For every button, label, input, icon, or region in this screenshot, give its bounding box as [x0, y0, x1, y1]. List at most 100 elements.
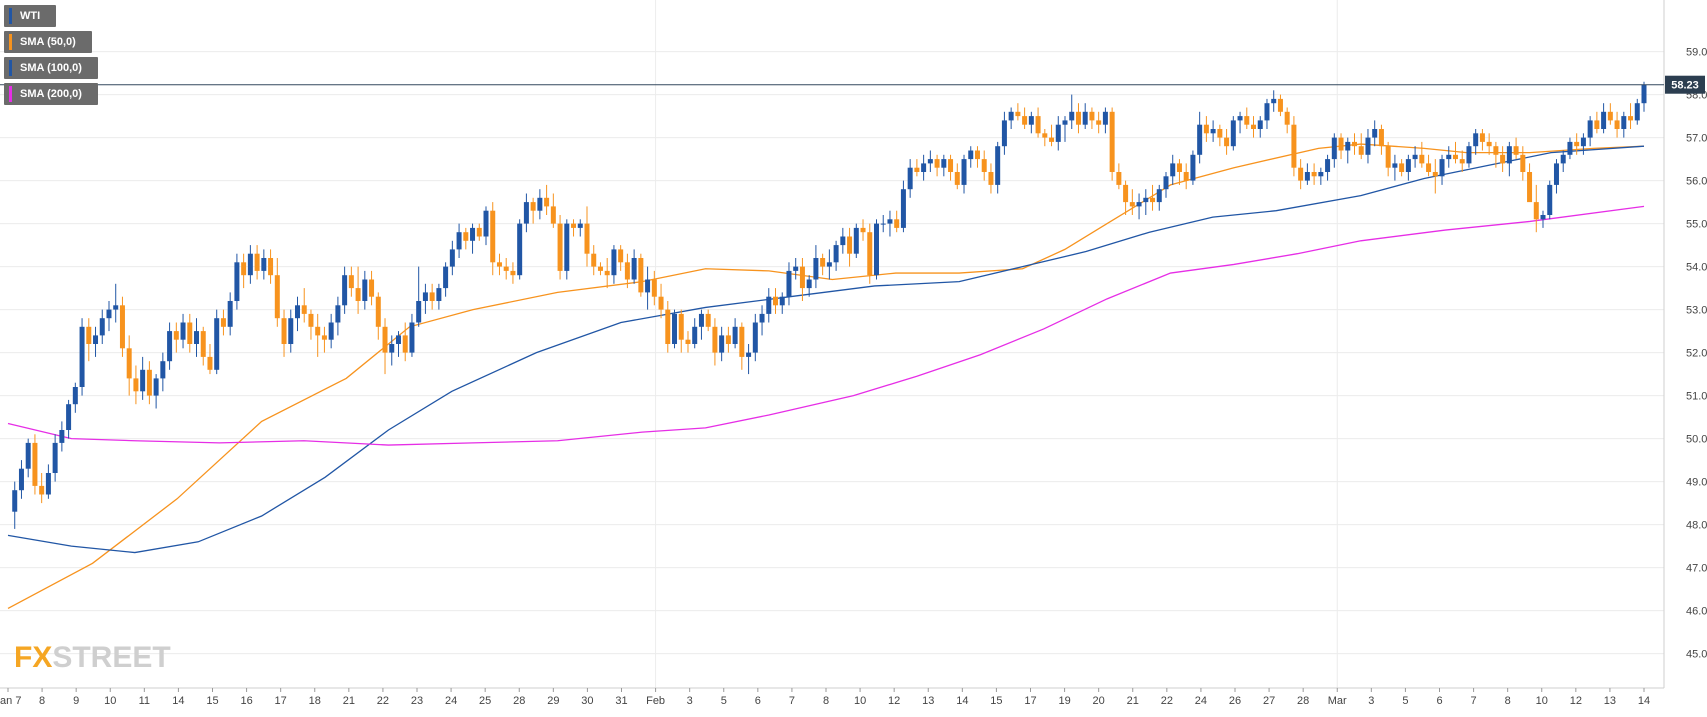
candle: [1008, 107, 1014, 129]
x-tick-label: 19: [1058, 695, 1070, 707]
candle-body: [894, 219, 900, 228]
candle-body: [793, 266, 799, 271]
y-tick-label: 45.00: [1686, 649, 1707, 661]
candle-body: [907, 167, 913, 190]
candle-body: [725, 335, 731, 344]
candle: [369, 270, 375, 306]
legend-swatch-sma-200: [9, 86, 12, 102]
candle: [12, 481, 18, 529]
candle-body: [678, 313, 684, 340]
candle-body: [988, 172, 994, 185]
candle: [1284, 107, 1290, 134]
candle-body: [167, 331, 173, 362]
candle-body: [1163, 176, 1169, 190]
candle: [665, 301, 671, 353]
candle-body: [1466, 146, 1472, 164]
candle: [705, 309, 711, 332]
candle: [268, 249, 274, 284]
candle: [550, 193, 556, 228]
candle-body: [1089, 111, 1095, 121]
candle: [422, 283, 428, 314]
y-tick-label: 51.00: [1686, 391, 1707, 403]
candle-body: [1008, 111, 1014, 121]
candle: [1540, 210, 1546, 228]
candle-body: [1035, 116, 1041, 134]
candle-body: [1123, 184, 1129, 203]
candle: [463, 227, 469, 250]
candle: [288, 309, 294, 353]
candle: [894, 210, 900, 233]
candle-body: [1560, 154, 1566, 164]
candle: [981, 150, 987, 181]
candle: [995, 141, 1001, 194]
candle-body: [806, 279, 812, 289]
x-tick-label: 10: [1536, 695, 1548, 707]
candle-body: [1473, 133, 1479, 147]
candle: [1257, 116, 1263, 138]
candle: [1210, 120, 1216, 142]
candle: [672, 309, 678, 349]
candle: [1015, 103, 1021, 121]
candle-body: [288, 318, 294, 344]
sma-line-1: [7, 145, 1645, 554]
candle: [389, 335, 395, 366]
candle-body: [840, 236, 846, 246]
candle-body: [214, 318, 220, 370]
candle-body: [429, 292, 435, 301]
candle-body: [1547, 184, 1553, 215]
candle-body: [631, 258, 637, 280]
candle-body: [746, 352, 752, 357]
candle: [1358, 133, 1364, 160]
candle-body: [1331, 137, 1337, 160]
legend-sma-100-label: SMA (100,0): [20, 62, 82, 74]
candle-body: [1614, 120, 1620, 129]
candle-body: [550, 206, 556, 224]
candle: [402, 322, 408, 362]
candle: [52, 434, 58, 482]
candle-body: [1062, 120, 1068, 125]
legend-wti[interactable]: WTI: [4, 5, 56, 27]
legend-sma-200[interactable]: SMA (200,0): [4, 83, 98, 105]
candle: [200, 326, 206, 366]
candle: [954, 163, 960, 190]
candle-body: [530, 202, 536, 211]
candle-body: [692, 326, 698, 344]
x-tick-label: 3: [687, 695, 693, 707]
candle-body: [1621, 116, 1627, 129]
x-tick-label: 11: [139, 695, 150, 707]
legend-sma-100[interactable]: SMA (100,0): [4, 57, 98, 79]
candle: [1466, 141, 1472, 168]
candle-body: [1244, 116, 1250, 125]
candle-body: [954, 172, 960, 185]
candle: [597, 262, 603, 276]
x-tick-label: 8: [823, 695, 829, 707]
candle: [746, 344, 752, 375]
legend-sma-50-label: SMA (50,0): [20, 36, 76, 48]
candle: [1203, 116, 1209, 142]
candle-body: [187, 322, 193, 344]
candle-body: [436, 288, 442, 301]
candle: [1049, 124, 1055, 147]
sma-line-0: [7, 143, 1645, 610]
candle-body: [1136, 202, 1142, 207]
candle-body: [1318, 172, 1324, 177]
legend-swatch-sma-50: [9, 34, 12, 50]
candle: [860, 219, 866, 241]
candle: [1197, 111, 1203, 164]
candle: [348, 266, 354, 297]
candle: [712, 318, 718, 366]
candle: [692, 318, 698, 349]
candle-body: [25, 442, 31, 469]
candle: [1244, 107, 1250, 129]
candle-body: [456, 232, 462, 250]
candle-body: [1143, 197, 1149, 203]
candle: [1217, 124, 1223, 147]
candle-body: [1486, 141, 1492, 147]
candle: [941, 154, 947, 177]
legend-sma-50[interactable]: SMA (50,0): [4, 31, 92, 53]
candle-body: [79, 326, 85, 387]
candle-body: [597, 266, 603, 271]
candle: [1587, 116, 1593, 147]
candle: [18, 460, 24, 499]
